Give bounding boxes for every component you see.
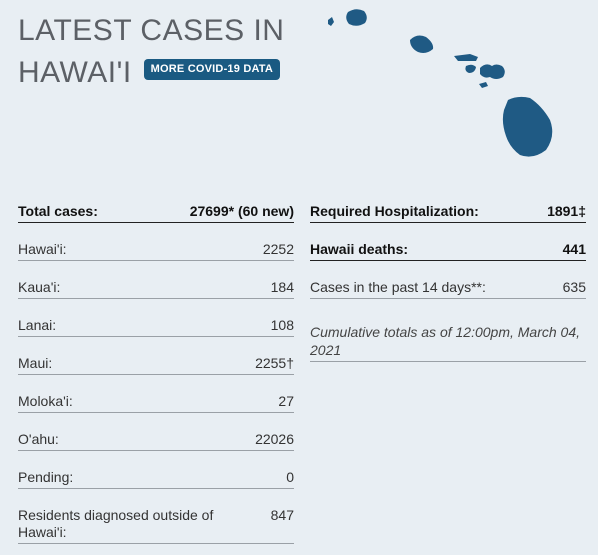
table-row: Maui: 2255† [18, 348, 294, 375]
row-value-molokai: 27 [278, 393, 294, 409]
title-line-1: LATEST CASES IN [18, 14, 285, 47]
table-row: Residents diagnosed outside of Hawai'i: … [18, 500, 294, 544]
row-label-lanai: Lanai: [18, 317, 57, 333]
more-covid-data-button[interactable]: MORE COVID-19 DATA [143, 58, 281, 80]
row-label-outside: Residents diagnosed outside of Hawai'i: [18, 507, 214, 540]
row-label-maui: Maui: [18, 355, 53, 371]
total-cases-row: Total cases: 27699* (60 new) [18, 196, 294, 223]
row-label-kauai: Kaua'i: [18, 279, 61, 295]
table-row: Lanai: 108 [18, 310, 294, 337]
hospitalization-value: 1891‡ [547, 203, 586, 219]
table-row: Kaua'i: 184 [18, 272, 294, 299]
past-14-days-label: Cases in the past 14 days**: [310, 279, 486, 295]
row-value-oahu: 22026 [255, 431, 294, 447]
row-value-kauai: 184 [270, 279, 294, 295]
row-label-oahu: O'ahu: [18, 431, 59, 447]
row-value-maui: 2255† [255, 355, 294, 371]
row-label-molokai: Moloka'i: [18, 393, 73, 409]
row-label-hawaii: Hawai'i: [18, 241, 67, 257]
table-row: O'ahu: 22026 [18, 424, 294, 451]
cases-by-island-table: Total cases: 27699* (60 new) Hawai'i: 22… [18, 196, 294, 555]
deaths-label: Hawaii deaths: [310, 241, 409, 257]
row-label-pending: Pending: [18, 469, 74, 485]
row-value-hawaii: 2252 [262, 241, 294, 257]
row-value-lanai: 108 [270, 317, 294, 333]
cumulative-totals-note: Cumulative totals as of 12:00pm, March 0… [310, 313, 586, 362]
table-row: Moloka'i: 27 [18, 386, 294, 413]
title-line-2-text: HAWAI'I [18, 56, 132, 89]
hospitalization-label: Required Hospitalization: [310, 203, 479, 219]
past-14-days-row: Cases in the past 14 days**: 635 [310, 272, 586, 299]
row-value-pending: 0 [286, 469, 294, 485]
past-14-days-value: 635 [562, 279, 586, 295]
hawaii-map-icon [328, 9, 553, 157]
table-row: Pending: 0 [18, 462, 294, 489]
deaths-row: Hawaii deaths: 441 [310, 234, 586, 261]
total-cases-value: 27699* (60 new) [189, 203, 294, 219]
title-line-2: HAWAI'I MORE COVID-19 DATA [18, 52, 284, 94]
row-value-outside: 847 [270, 507, 294, 523]
table-row: Hawai'i: 2252 [18, 234, 294, 261]
deaths-value: 441 [562, 241, 586, 257]
statewide-summary-table: Required Hospitalization: 1891‡ Hawaii d… [310, 196, 586, 362]
hospitalization-row: Required Hospitalization: 1891‡ [310, 196, 586, 223]
page-title: LATEST CASES IN HAWAI'I MORE COVID-19 DAT… [18, 10, 284, 94]
total-cases-label: Total cases: [18, 203, 98, 219]
